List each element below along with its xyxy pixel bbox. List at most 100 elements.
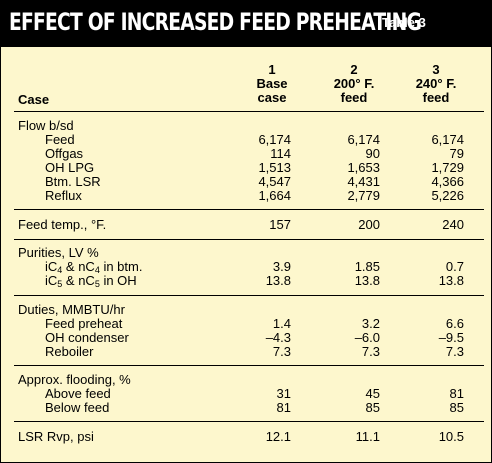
table-title: Effect of increased feed preheating [9, 8, 422, 36]
row-label: Offgas [45, 146, 84, 161]
table-row-oh-condenser: OH condenser –4.3 –6.0 –9.5 [1, 331, 491, 345]
title-bar: Effect of increased feed preheating Tabl… [1, 1, 491, 47]
cell-col-1: 4,547 [258, 174, 291, 189]
cell-col-1: 81 [276, 400, 291, 415]
cell-col-2: 4,431 [347, 174, 380, 189]
column-3-line2: feed [422, 90, 450, 105]
column-2-line2: feed [340, 90, 368, 105]
table-row-above-feed: Above feed 31 45 81 [1, 387, 491, 401]
row-label: Feed temp., °F. [18, 217, 107, 232]
section-rule [14, 239, 484, 240]
row-label: LSR Rvp, psi [18, 429, 94, 444]
cell-col-2: 13.8 [354, 273, 380, 288]
column-header-2: 2 200° F. feed [314, 63, 394, 105]
section-heading-flooding: Approx. flooding, % [1, 373, 491, 387]
row-label: Reflux [45, 188, 82, 203]
section-rule [14, 365, 484, 366]
cell-col-3: 6,174 [431, 132, 464, 147]
column-1-line2: case [257, 90, 287, 105]
cell-col-3: 7.3 [445, 344, 464, 359]
row-label: Above feed [45, 386, 111, 401]
cell-col-1: 1,513 [258, 160, 291, 175]
cell-col-3: 240 [442, 217, 464, 232]
cell-col-3: 1,729 [431, 160, 464, 175]
cell-col-3: 79 [449, 146, 464, 161]
cell-col-2: 11.1 [355, 429, 380, 444]
case-column-label: Case [18, 92, 50, 107]
section-heading-duties: Duties, MMBTU/hr [1, 303, 491, 317]
cell-col-2: 3.2 [361, 316, 380, 331]
cell-col-2: 6,174 [347, 132, 380, 147]
cell-col-3: –9.5 [438, 330, 464, 345]
table-row-feed: Feed 6,174 6,174 6,174 [1, 133, 491, 147]
cell-col-3: 4,366 [431, 174, 464, 189]
cell-col-1: –4.3 [265, 330, 291, 345]
column-2-number: 2 [350, 62, 358, 77]
section-heading-flow: Flow b/sd [1, 119, 491, 133]
section-rule [14, 295, 484, 296]
cell-col-3: 0.7 [445, 259, 464, 274]
cell-col-1: 1.4 [272, 316, 291, 331]
cell-col-2: 85 [365, 400, 380, 415]
cell-col-3: 10.5 [438, 429, 464, 444]
column-1-number: 1 [268, 62, 276, 77]
row-label: iC4 & nC4 in btm. [45, 259, 143, 275]
table-row-below-feed: Below feed 81 85 85 [1, 401, 491, 415]
cell-col-1: 7.3 [272, 344, 291, 359]
cell-col-1: 6,174 [258, 132, 291, 147]
cell-col-2: 200 [358, 217, 380, 232]
row-label: Feed preheat [45, 316, 123, 331]
column-3-number: 3 [432, 62, 440, 77]
row-label: Duties, MMBTU/hr [18, 302, 125, 317]
row-label: OH LPG [45, 160, 95, 175]
table-row-btm-lsr: Btm. LSR 4,547 4,431 4,366 [1, 175, 491, 189]
row-label: Approx. flooding, % [18, 372, 131, 387]
cell-col-1: 13.8 [265, 273, 291, 288]
table-row-feed-temp: Feed temp., °F. 157 200 240 [1, 218, 491, 232]
table-number: Table 3 [382, 15, 426, 30]
header-rule [14, 111, 484, 112]
cell-col-3: 5,226 [431, 188, 464, 203]
column-header-1: 1 Base case [232, 63, 312, 105]
row-label: Reboiler [45, 344, 94, 359]
column-3-line1: 240° F. [415, 76, 457, 91]
table-row-lsr-rvp: LSR Rvp, psi 12.1 11.1 10.5 [1, 430, 491, 444]
row-label: Purities, LV % [18, 245, 99, 260]
row-label: Below feed [45, 400, 110, 415]
cell-col-2: 90 [365, 146, 380, 161]
section-rule [14, 209, 484, 210]
cell-col-3: 13.8 [438, 273, 464, 288]
cell-col-1: 3.9 [272, 259, 291, 274]
table-row-offgas: Offgas 114 90 79 [1, 147, 491, 161]
cell-col-2: –6.0 [354, 330, 380, 345]
table-row-purity-c4: iC4 & nC4 in btm. 3.9 1.85 0.7 [1, 259, 491, 275]
column-1-line1: Base [256, 76, 288, 91]
column-2-line1: 200° F. [333, 76, 375, 91]
cell-col-2: 7.3 [361, 344, 380, 359]
table-row-purity-c5: iC5 & nC5 in OH 13.8 13.8 13.8 [1, 273, 491, 289]
cell-col-2: 1.85 [354, 259, 380, 274]
cell-col-2: 45 [365, 386, 380, 401]
section-rule [14, 421, 484, 422]
row-label: Btm. LSR [45, 174, 101, 189]
cell-col-1: 1,664 [258, 188, 291, 203]
section-heading-purities: Purities, LV % [1, 246, 491, 260]
column-header-3: 3 240° F. feed [396, 63, 476, 105]
table-row-oh-lpg: OH LPG 1,513 1,653 1,729 [1, 161, 491, 175]
cell-col-3: 6.6 [445, 316, 464, 331]
row-label: OH condenser [45, 330, 129, 345]
cell-col-1: 31 [276, 386, 291, 401]
cell-col-1: 114 [270, 146, 291, 161]
row-label: Feed [45, 132, 75, 147]
cell-col-2: 2,779 [347, 188, 380, 203]
cell-col-1: 12.1 [265, 429, 291, 444]
cell-col-3: 85 [449, 400, 464, 415]
cell-col-3: 81 [449, 386, 464, 401]
cell-col-1: 157 [269, 217, 291, 232]
row-label: Flow b/sd [18, 118, 74, 133]
table-row-reflux: Reflux 1,664 2,779 5,226 [1, 189, 491, 203]
cell-col-2: 1,653 [347, 160, 380, 175]
table-row-feed-preheat: Feed preheat 1.4 3.2 6.6 [1, 317, 491, 331]
table-row-reboiler: Reboiler 7.3 7.3 7.3 [1, 345, 491, 359]
